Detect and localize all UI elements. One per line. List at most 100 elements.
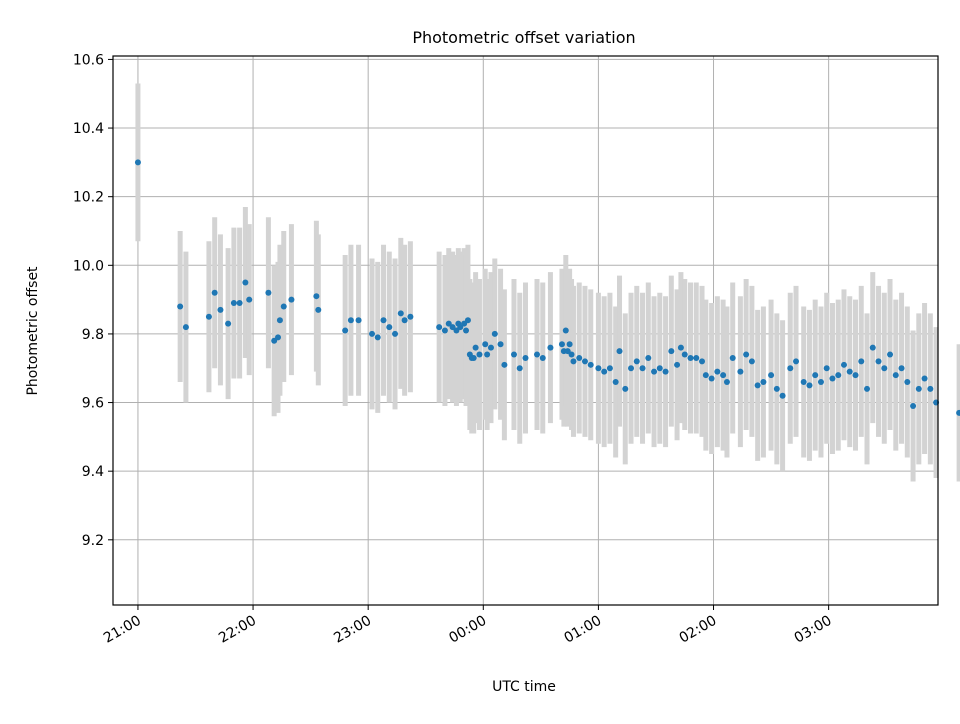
data-point xyxy=(457,324,464,331)
data-point xyxy=(576,354,583,361)
data-point xyxy=(787,365,794,372)
data-point xyxy=(748,358,755,365)
data-point xyxy=(401,317,408,324)
data-point xyxy=(342,327,349,334)
data-point xyxy=(547,344,554,351)
data-point xyxy=(347,317,354,324)
data-point xyxy=(288,296,295,303)
data-point xyxy=(392,330,399,337)
y-axis-label: Photometric offset xyxy=(25,266,41,396)
data-point xyxy=(800,378,807,385)
data-point xyxy=(699,358,706,365)
data-point xyxy=(205,313,212,320)
data-point xyxy=(846,368,853,375)
data-point xyxy=(276,317,283,324)
data-point xyxy=(875,358,882,365)
data-point xyxy=(225,320,232,327)
data-point xyxy=(628,365,635,372)
data-point xyxy=(568,351,575,358)
data-point xyxy=(881,365,888,372)
data-point xyxy=(516,365,523,372)
data-point xyxy=(806,382,813,389)
data-point xyxy=(271,337,278,344)
data-point xyxy=(315,306,322,313)
data-point xyxy=(445,320,452,327)
data-point xyxy=(487,344,494,351)
data-point xyxy=(760,378,767,385)
data-point xyxy=(564,348,571,355)
data-point xyxy=(436,324,443,331)
data-point xyxy=(464,317,471,324)
data-point xyxy=(616,348,623,355)
data-point xyxy=(461,320,468,327)
data-point xyxy=(714,368,721,375)
data-point xyxy=(693,354,700,361)
y-tick-label: 9.4 xyxy=(82,464,104,480)
data-point xyxy=(134,159,141,166)
data-point xyxy=(662,368,669,375)
data-point xyxy=(601,368,608,375)
data-point xyxy=(407,313,414,320)
data-point xyxy=(570,358,577,365)
x-axis-label: UTC time xyxy=(492,679,556,695)
data-point xyxy=(817,378,824,385)
data-point xyxy=(852,372,859,379)
data-point xyxy=(737,368,744,375)
data-point xyxy=(904,378,911,385)
data-point xyxy=(230,300,237,307)
y-tick-label: 9.8 xyxy=(82,327,104,343)
data-point xyxy=(840,361,847,368)
data-point xyxy=(910,402,917,409)
data-point xyxy=(558,341,565,348)
data-point xyxy=(823,365,830,372)
data-point xyxy=(453,327,460,334)
data-point xyxy=(651,368,658,375)
data-point xyxy=(562,327,569,334)
y-axis: 9.2 9.4 9.6 9.8 10.0 10.2 10.4 10.6 xyxy=(73,52,113,549)
data-point xyxy=(476,351,483,358)
data-point xyxy=(720,372,727,379)
chart-title: Photometric offset variation xyxy=(412,28,635,47)
data-point xyxy=(892,372,899,379)
data-point xyxy=(587,361,594,368)
y-tick-label: 9.2 xyxy=(82,533,104,549)
data-point xyxy=(510,351,517,358)
data-point xyxy=(656,365,663,372)
data-point xyxy=(566,341,573,348)
data-point xyxy=(374,334,381,341)
data-point xyxy=(482,341,489,348)
data-point xyxy=(472,344,479,351)
data-point xyxy=(265,289,272,296)
data-point xyxy=(677,344,684,351)
data-point xyxy=(242,279,249,286)
data-point xyxy=(380,317,387,324)
data-point xyxy=(397,310,404,317)
data-point xyxy=(280,303,287,310)
data-point xyxy=(463,327,470,334)
data-point xyxy=(470,354,477,361)
data-point xyxy=(581,358,588,365)
y-tick-label: 10.2 xyxy=(73,190,104,206)
data-point xyxy=(211,289,218,296)
data-point xyxy=(355,317,362,324)
data-point xyxy=(217,306,224,313)
data-point xyxy=(522,354,529,361)
data-point xyxy=(491,330,498,337)
y-tick-label: 9.6 xyxy=(82,396,104,412)
data-point xyxy=(927,385,934,392)
data-point xyxy=(639,365,646,372)
data-point xyxy=(449,324,456,331)
data-point xyxy=(645,354,652,361)
data-point xyxy=(501,361,508,368)
data-point xyxy=(768,372,775,379)
data-point xyxy=(723,378,730,385)
data-point xyxy=(386,324,393,331)
data-point xyxy=(812,372,819,379)
data-point xyxy=(858,358,865,365)
data-point-group xyxy=(134,159,960,416)
data-point xyxy=(681,351,688,358)
data-point xyxy=(887,351,894,358)
data-point xyxy=(921,375,928,382)
data-point xyxy=(369,330,376,337)
plot-frame xyxy=(112,55,939,606)
